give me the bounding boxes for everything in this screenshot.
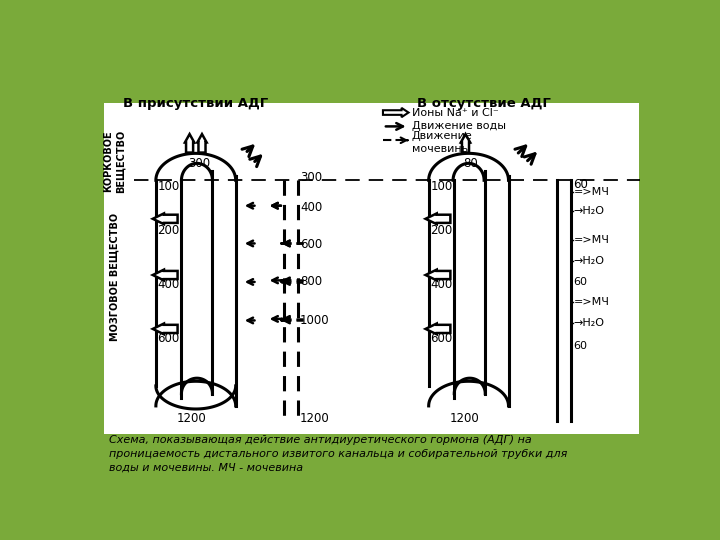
Polygon shape	[383, 108, 408, 117]
Text: 800: 800	[300, 275, 322, 288]
Text: 1200: 1200	[450, 413, 480, 426]
Text: 400: 400	[158, 278, 180, 291]
Text: →H₂O: →H₂O	[574, 206, 605, 216]
Text: В присутствии АДГ: В присутствии АДГ	[123, 97, 269, 110]
Polygon shape	[426, 269, 451, 280]
Text: 1200: 1200	[177, 413, 207, 426]
Text: 60: 60	[573, 178, 588, 191]
Text: 400: 400	[300, 201, 323, 214]
Text: →H₂O: →H₂O	[574, 318, 605, 328]
Text: В отсутствие АДГ: В отсутствие АДГ	[417, 97, 551, 110]
Text: =>МЧ: =>МЧ	[574, 187, 609, 197]
Text: =>МЧ: =>МЧ	[574, 235, 609, 245]
Polygon shape	[185, 134, 194, 153]
Text: КОРКОВОЕ
ВЕЩЕСТВО: КОРКОВОЕ ВЕЩЕСТВО	[104, 130, 126, 193]
Text: Движение воды: Движение воды	[412, 122, 505, 131]
Polygon shape	[153, 323, 178, 334]
Text: 80: 80	[463, 157, 477, 170]
Polygon shape	[426, 323, 451, 334]
Text: 400: 400	[431, 278, 452, 291]
Text: =>МЧ: =>МЧ	[574, 297, 609, 307]
Text: МОЗГОВОЕ ВЕЩЕСТВО: МОЗГОВОЕ ВЕЩЕСТВО	[109, 212, 120, 341]
Text: 100: 100	[431, 180, 452, 193]
Text: 60: 60	[574, 277, 588, 287]
Polygon shape	[153, 269, 178, 280]
Text: →H₂O: →H₂O	[574, 256, 605, 266]
Text: 60: 60	[574, 341, 588, 351]
Polygon shape	[197, 134, 207, 153]
Text: Ионы Na⁺ и Cl⁻: Ионы Na⁺ и Cl⁻	[412, 107, 498, 118]
Text: 1000: 1000	[300, 314, 330, 327]
Text: 600: 600	[300, 238, 323, 251]
Polygon shape	[426, 213, 451, 224]
Text: 300: 300	[189, 157, 211, 170]
Text: 300: 300	[300, 172, 322, 185]
Text: 1200: 1200	[300, 413, 330, 426]
Text: 600: 600	[158, 332, 180, 345]
Polygon shape	[153, 213, 178, 224]
Text: 200: 200	[158, 224, 180, 237]
Text: 200: 200	[431, 224, 452, 237]
Text: Движение
мочевины: Движение мочевины	[412, 131, 472, 154]
Text: 600: 600	[431, 332, 452, 345]
Bar	[104, 103, 639, 434]
Text: Схема, показывающая действие антидиуретического гормона (АДГ) на
проницаемость д: Схема, показывающая действие антидиурети…	[109, 435, 568, 472]
Text: 100: 100	[158, 180, 180, 193]
Polygon shape	[461, 134, 470, 153]
